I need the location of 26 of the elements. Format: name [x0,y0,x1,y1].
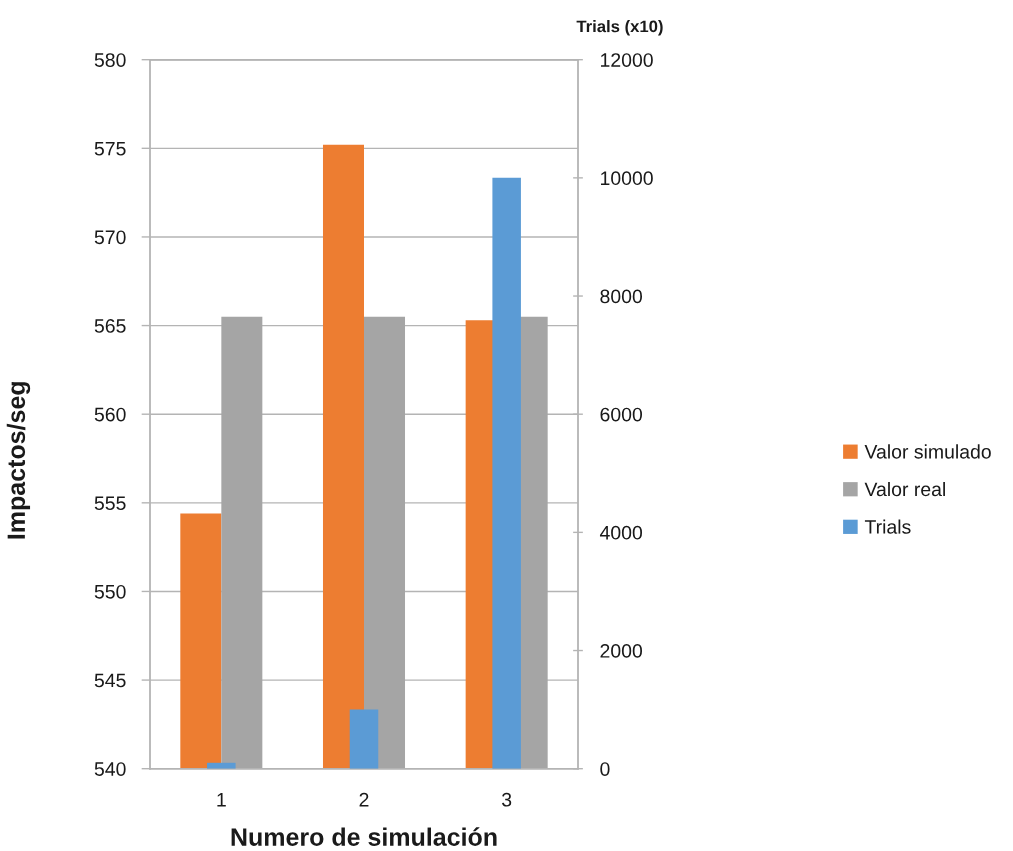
y2-tick-label: 12000 [601,53,653,67]
legend-label: Trials [864,519,911,534]
y-tick-label: 575 [94,141,126,156]
x-tick-label: 3 [502,792,512,807]
legend-label: Valor simulado [864,444,991,459]
y2-tick-label: 0 [600,762,610,776]
y-tick-label: 580 [94,53,126,67]
x-tick-label: 2 [359,792,369,807]
y-tick-label: 570 [94,230,126,245]
y2-tick-label: 6000 [600,407,643,422]
bar [349,709,379,769]
y2-tick-label: 10000 [601,171,653,186]
y2-tick-label: 2000 [600,644,643,658]
x-tick-label: 1 [217,793,226,807]
y-tick-label: 560 [94,407,126,422]
y2-axis-title: Trials (x10) [576,20,663,36]
y-tick-label: 555 [94,496,126,511]
y-tick-label: 565 [94,319,126,333]
y-axis-title: Impactos/seg [6,382,31,539]
legend-label: Valor real [864,481,945,497]
y2-tick-label: 4000 [599,525,643,540]
y2-tick-label: 8000 [600,289,643,304]
y-tick-label: 550 [94,584,126,599]
x-axis-title: Numero de simulación [231,827,497,846]
y-tick-label: 545 [94,673,126,688]
y-tick-label: 540 [94,762,126,776]
